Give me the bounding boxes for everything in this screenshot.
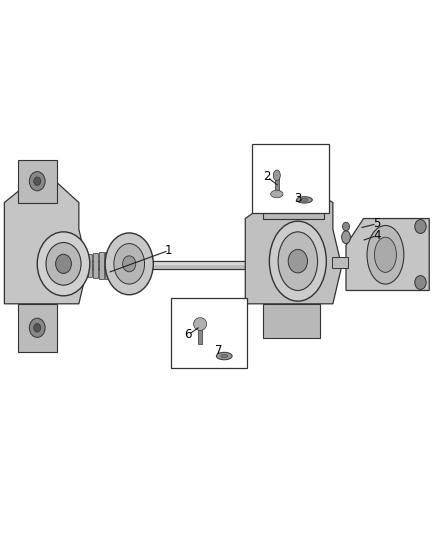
Ellipse shape <box>367 225 404 284</box>
Ellipse shape <box>301 198 308 201</box>
Polygon shape <box>18 304 57 352</box>
Text: 4: 4 <box>373 229 381 242</box>
Polygon shape <box>198 325 202 344</box>
Ellipse shape <box>269 221 326 301</box>
Bar <box>171 298 247 368</box>
Bar <box>252 144 328 213</box>
Ellipse shape <box>29 172 45 191</box>
Ellipse shape <box>194 318 207 330</box>
Ellipse shape <box>114 244 145 284</box>
Ellipse shape <box>297 197 312 203</box>
Polygon shape <box>105 252 110 279</box>
Ellipse shape <box>288 249 307 273</box>
Text: 6: 6 <box>184 328 192 341</box>
Ellipse shape <box>374 237 396 272</box>
Ellipse shape <box>105 233 153 295</box>
Ellipse shape <box>37 232 90 296</box>
Polygon shape <box>88 254 92 277</box>
Polygon shape <box>245 181 342 304</box>
Ellipse shape <box>271 190 283 198</box>
Ellipse shape <box>29 318 45 337</box>
Polygon shape <box>110 253 115 278</box>
Ellipse shape <box>46 243 81 285</box>
Ellipse shape <box>343 222 350 231</box>
Text: 7: 7 <box>215 344 223 357</box>
Ellipse shape <box>216 352 232 360</box>
Ellipse shape <box>56 254 71 273</box>
Polygon shape <box>275 177 279 193</box>
Ellipse shape <box>34 177 41 185</box>
Text: 3: 3 <box>294 192 301 205</box>
Ellipse shape <box>273 170 280 181</box>
Polygon shape <box>263 304 320 338</box>
Ellipse shape <box>415 220 426 233</box>
Ellipse shape <box>342 231 350 244</box>
Polygon shape <box>116 254 121 277</box>
Polygon shape <box>93 253 98 278</box>
Polygon shape <box>4 171 88 304</box>
Text: 1: 1 <box>165 244 173 257</box>
Polygon shape <box>346 219 429 290</box>
Text: 5: 5 <box>373 217 380 230</box>
Ellipse shape <box>34 324 41 332</box>
Ellipse shape <box>123 256 136 272</box>
Ellipse shape <box>415 276 426 289</box>
Ellipse shape <box>221 354 228 358</box>
Polygon shape <box>18 160 57 203</box>
Text: 2: 2 <box>263 171 271 183</box>
Polygon shape <box>332 257 348 268</box>
Polygon shape <box>99 252 104 279</box>
Polygon shape <box>263 192 324 219</box>
Ellipse shape <box>278 232 318 290</box>
